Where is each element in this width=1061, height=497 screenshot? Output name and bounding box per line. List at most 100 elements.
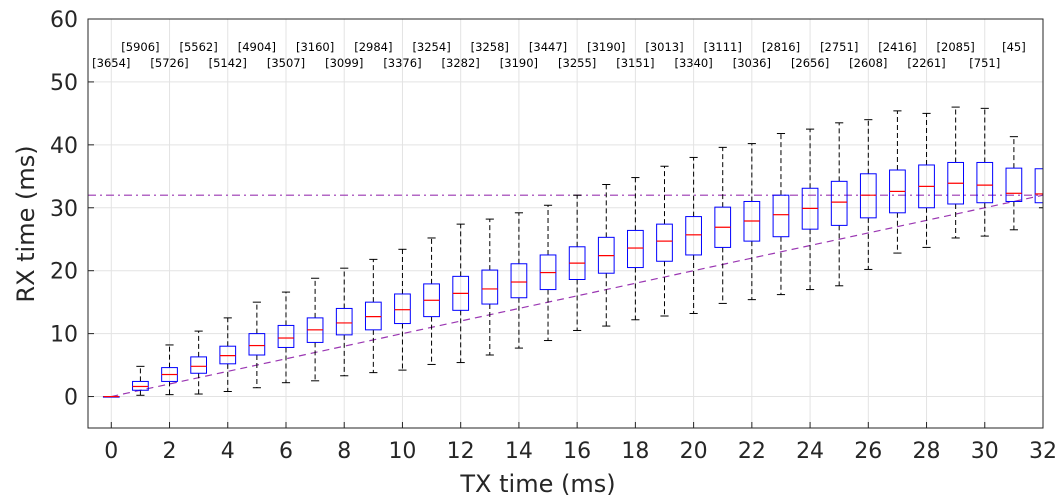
x-tick-label: 28 <box>913 439 941 464</box>
count-label-lower: [3654] <box>92 56 130 70</box>
x-tick-label: 2 <box>163 439 177 464</box>
count-label-upper: [45] <box>1002 40 1026 54</box>
box-item <box>714 146 732 304</box>
box-item <box>889 110 906 254</box>
x-tick-label: 24 <box>796 439 824 464</box>
box-item <box>306 277 324 382</box>
reference-line-diagonal <box>111 194 1044 398</box>
x-tick-label: 26 <box>854 439 882 464</box>
box-item <box>510 212 528 349</box>
count-label-upper: [3160] <box>296 40 334 54</box>
count-label-lower: [2261] <box>907 56 945 70</box>
count-label-upper: [2751] <box>820 40 858 54</box>
y-tick-label: 30 <box>50 197 78 222</box>
box-item <box>161 344 178 396</box>
box-item <box>423 237 440 365</box>
box-item <box>685 156 702 314</box>
count-label-upper: [2416] <box>878 40 916 54</box>
count-label-upper: [3190] <box>587 40 625 54</box>
box-rect <box>976 161 994 204</box>
count-label-lower: [3255] <box>558 56 596 70</box>
box-item <box>568 194 586 331</box>
count-label-lower: [3376] <box>383 56 421 70</box>
count-label-lower: [3340] <box>674 56 712 70</box>
box-item <box>452 223 470 364</box>
box-rect <box>830 180 848 226</box>
count-label-upper: [3254] <box>412 40 450 54</box>
x-tick-label: 0 <box>104 439 118 464</box>
box-item <box>627 177 644 321</box>
box-rect <box>859 173 877 219</box>
box-item <box>190 330 208 395</box>
grid-lines <box>88 18 1044 428</box>
box-item <box>859 119 877 270</box>
box-rect <box>481 269 499 305</box>
box-item <box>481 218 499 356</box>
box-rect <box>132 380 149 391</box>
x-tick-label: 20 <box>680 439 708 464</box>
x-tick-label: 22 <box>738 439 766 464</box>
count-label-upper: [3111] <box>704 40 742 54</box>
y-tick-label: 10 <box>50 323 78 348</box>
box-item <box>277 291 295 384</box>
box-series <box>102 106 1044 398</box>
y-tick-label: 0 <box>64 386 78 411</box>
count-label-lower: [3507] <box>267 56 305 70</box>
box-item <box>335 267 353 377</box>
box-item <box>801 128 819 291</box>
x-tick-label: 8 <box>337 439 351 464</box>
y-axis-ticks: 0 10 20 30 40 50 60 <box>50 8 94 411</box>
x-tick-label: 4 <box>221 439 235 464</box>
count-label-lower: [5142] <box>209 56 247 70</box>
box-item <box>976 107 994 237</box>
count-annotations: [5906] [5562] [4904] [3160] [2984] [3254] [325… <box>92 40 1026 70</box>
box-rect <box>1005 167 1023 202</box>
box-item <box>772 133 790 296</box>
count-label-lower: [5726] <box>150 56 188 70</box>
x-tick-label: 14 <box>505 439 533 464</box>
box-rect <box>394 293 411 325</box>
count-label-lower: [751] <box>969 56 1000 70</box>
y-tick-label: 40 <box>50 134 78 159</box>
box-rect <box>510 263 528 299</box>
box-item <box>364 258 382 374</box>
x-tick-label: 12 <box>447 439 475 464</box>
box-item <box>743 143 761 301</box>
box-rect <box>1034 168 1044 204</box>
count-label-upper: [5562] <box>180 40 218 54</box>
box-rect <box>277 324 295 348</box>
y-tick-label: 20 <box>50 260 78 285</box>
box-item <box>947 106 965 239</box>
box-item <box>597 183 615 327</box>
count-label-upper: [4904] <box>238 40 276 54</box>
box-item <box>1005 136 1023 231</box>
count-label-lower: [2656] <box>791 56 829 70</box>
x-tick-label: 32 <box>1029 439 1057 464</box>
count-label-lower: [3036] <box>733 56 771 70</box>
x-axis-title: TX time (ms) <box>459 470 615 497</box>
count-label-lower: [3099] <box>325 56 363 70</box>
plot-frame <box>87 18 1044 429</box>
box-rect <box>364 301 382 331</box>
box-item <box>219 317 237 393</box>
box-item <box>830 122 848 287</box>
box-item <box>394 248 411 371</box>
box-rect <box>656 223 673 262</box>
box-item <box>248 301 266 389</box>
count-label-lower: [3190] <box>500 56 538 70</box>
count-label-upper: [5906] <box>121 40 159 54</box>
count-label-upper: [2085] <box>937 40 975 54</box>
x-tick-label: 16 <box>563 439 591 464</box>
box-rect <box>627 229 644 269</box>
box-item <box>1034 168 1044 209</box>
box-rect <box>190 356 208 374</box>
count-label-upper: [3258] <box>471 40 509 54</box>
box-item <box>656 165 673 317</box>
box-rect <box>772 194 790 238</box>
box-rect <box>685 216 702 256</box>
box-rect <box>248 333 266 356</box>
box-rect <box>219 345 237 365</box>
box-rect <box>335 307 353 336</box>
count-label-upper: [2816] <box>762 40 800 54</box>
